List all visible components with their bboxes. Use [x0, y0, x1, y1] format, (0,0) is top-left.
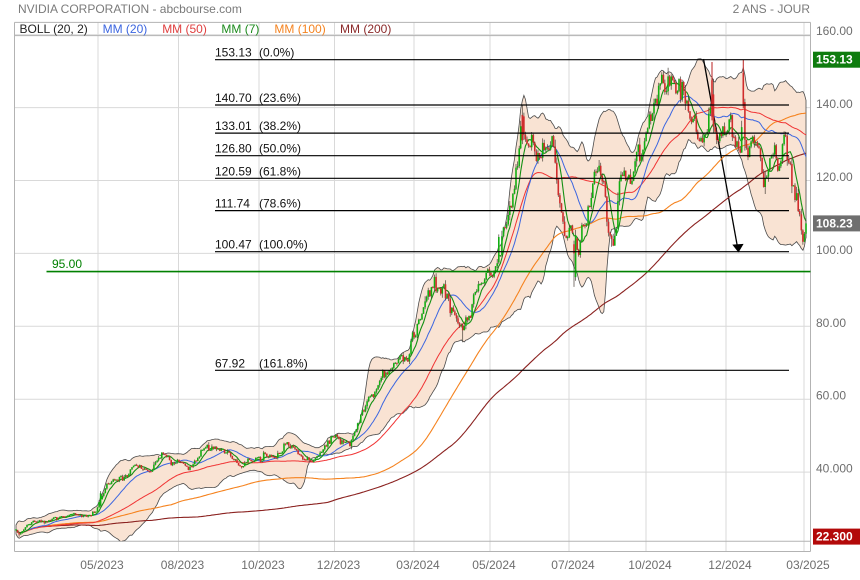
- svg-text:133.01: 133.01: [215, 119, 252, 133]
- svg-text:(50.0%): (50.0%): [259, 142, 301, 156]
- svg-text:MM (20): MM (20): [103, 22, 148, 36]
- svg-text:80.00: 80.00: [816, 316, 846, 330]
- svg-text:MM (200): MM (200): [340, 22, 391, 36]
- svg-text:07/2024: 07/2024: [551, 558, 595, 572]
- svg-text:(23.6%): (23.6%): [259, 91, 301, 105]
- svg-text:12/2023: 12/2023: [317, 558, 361, 572]
- svg-text:60.00: 60.00: [816, 389, 846, 403]
- svg-text:100.00: 100.00: [816, 243, 853, 257]
- svg-text:140.70: 140.70: [215, 91, 252, 105]
- svg-text:100.47: 100.47: [215, 238, 252, 252]
- svg-text:95.00: 95.00: [52, 257, 82, 271]
- svg-text:10/2023: 10/2023: [241, 558, 285, 572]
- svg-text:2 ANS - JOUR: 2 ANS - JOUR: [733, 2, 811, 16]
- svg-text:120.00: 120.00: [816, 170, 853, 184]
- svg-text:(78.6%): (78.6%): [259, 197, 301, 211]
- svg-text:40.000: 40.000: [816, 462, 853, 476]
- svg-text:(161.8%): (161.8%): [259, 356, 308, 370]
- svg-text:67.92: 67.92: [215, 356, 245, 370]
- svg-text:MM (50): MM (50): [162, 22, 207, 36]
- svg-text:140.00: 140.00: [816, 97, 853, 111]
- svg-text:(38.2%): (38.2%): [259, 119, 301, 133]
- svg-text:120.59: 120.59: [215, 164, 252, 178]
- svg-text:108.23: 108.23: [816, 216, 853, 230]
- svg-text:111.74: 111.74: [215, 197, 250, 211]
- svg-text:(100.0%): (100.0%): [259, 238, 308, 252]
- svg-text:22.300: 22.300: [816, 530, 853, 544]
- svg-text:03/2024: 03/2024: [396, 558, 440, 572]
- svg-text:126.80: 126.80: [215, 142, 252, 156]
- svg-text:03/2025: 03/2025: [786, 558, 830, 572]
- svg-text:160.00: 160.00: [816, 24, 853, 38]
- svg-text:(0.0%): (0.0%): [259, 46, 294, 60]
- svg-text:BOLL (20, 2): BOLL (20, 2): [20, 22, 88, 36]
- svg-text:153.13: 153.13: [816, 53, 853, 67]
- svg-text:08/2023: 08/2023: [161, 558, 205, 572]
- svg-text:MM (100): MM (100): [274, 22, 325, 36]
- svg-text:NVIDIA CORPORATION - abcbourse: NVIDIA CORPORATION - abcbourse.com: [18, 2, 242, 16]
- svg-text:05/2024: 05/2024: [472, 558, 516, 572]
- svg-text:(61.8%): (61.8%): [259, 164, 301, 178]
- svg-text:05/2023: 05/2023: [80, 558, 124, 572]
- svg-text:12/2024: 12/2024: [708, 558, 752, 572]
- svg-text:MM (7): MM (7): [221, 22, 259, 36]
- svg-text:10/2024: 10/2024: [628, 558, 672, 572]
- svg-text:153.13: 153.13: [215, 46, 252, 60]
